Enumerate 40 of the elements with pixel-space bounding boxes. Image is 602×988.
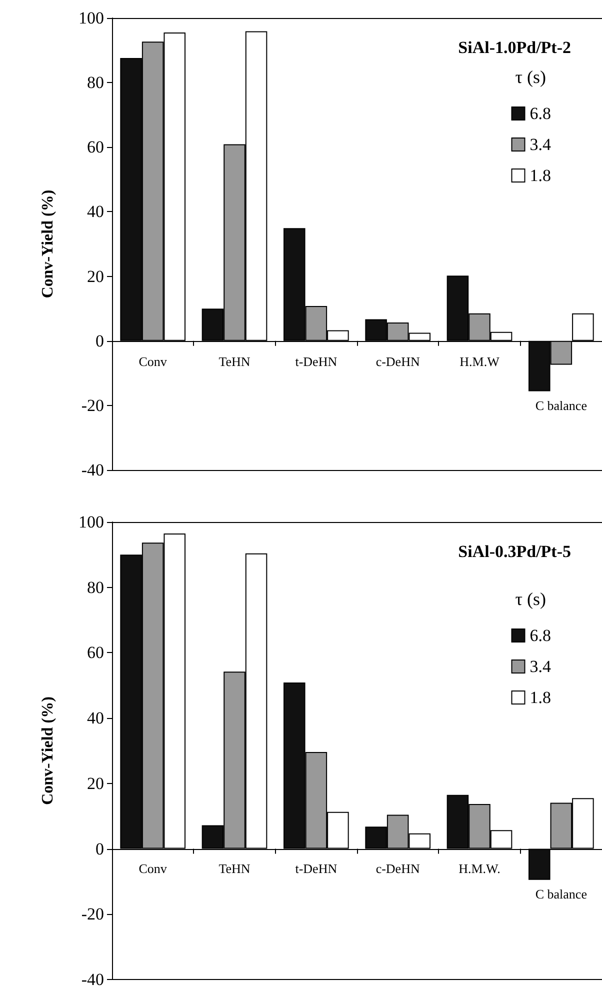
x-tick-label: C balance: [535, 886, 588, 902]
y-tick-label: 80: [87, 73, 104, 92]
y-tick-label: 0: [96, 839, 104, 858]
y-tick-label: 40: [87, 708, 104, 728]
y-axis-title: Conv-Yield (%): [40, 190, 56, 298]
legend-label: 6.8: [530, 626, 551, 645]
y-tick-label: 100: [78, 512, 104, 532]
y-tick-label: 60: [87, 138, 104, 157]
x-tick-label: c-DeHN: [376, 861, 420, 876]
legend-label: 3.4: [530, 135, 552, 154]
legend-label: 1.8: [530, 688, 551, 707]
x-tick-label: H.M.W.: [458, 861, 500, 876]
y-tick-label: -20: [81, 396, 104, 415]
y-tick-label: 20: [87, 266, 104, 286]
x-tick-label: H.M.W: [460, 354, 500, 369]
y-tick-label: -20: [81, 904, 104, 924]
y-tick-label: 60: [87, 643, 104, 662]
text: SiAl-0.3Pd/Pt-5: [458, 542, 571, 561]
y-tick-label: 100: [78, 8, 104, 28]
legend-label: 1.8: [530, 166, 551, 185]
x-tick-label: TeHN: [218, 354, 251, 369]
y-tick-label: 40: [87, 202, 104, 222]
y-tick-label: 80: [87, 578, 104, 597]
x-tick-label: C balance: [535, 398, 588, 414]
legend-label: 3.4: [530, 657, 552, 676]
x-tick-label: t-DeHN: [295, 861, 338, 876]
x-tick-label: Conv: [138, 861, 168, 876]
legend-label: 6.8: [530, 104, 551, 123]
x-tick-label: c-DeHN: [376, 354, 420, 369]
legend-title: τ (s): [515, 589, 546, 609]
y-tick-label: -40: [81, 970, 104, 988]
y-tick-label: -40: [81, 460, 104, 480]
y-axis-title: Conv-Yield (%): [40, 696, 56, 805]
x-tick-label: Conv: [138, 354, 168, 369]
text: SiAl-1.0Pd/Pt-2: [458, 38, 571, 57]
x-tick-label: TeHN: [218, 861, 251, 876]
x-tick-label: t-DeHN: [295, 354, 338, 369]
y-tick-label: 0: [96, 331, 104, 350]
y-tick-label: 20: [87, 774, 104, 793]
legend-title: τ (s): [515, 67, 546, 87]
